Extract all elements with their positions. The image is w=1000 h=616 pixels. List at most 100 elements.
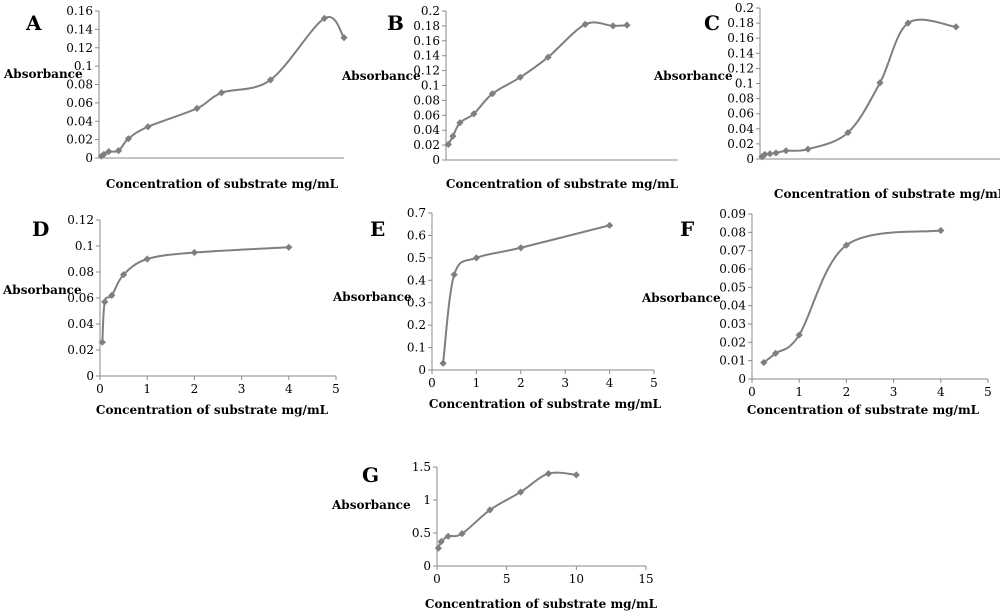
data-point-marker bbox=[544, 470, 553, 478]
chart-panel-a: A 0 0.02 0.04 0.06 0.08 0.1 0.12 0.14 0.16 Absorba… bbox=[3, 4, 348, 191]
panel-letter: D bbox=[32, 217, 49, 241]
data-point-marker bbox=[120, 271, 128, 279]
y-tick-label: 0.2 bbox=[407, 318, 426, 332]
data-point-marker bbox=[488, 90, 496, 98]
chart-panel-d: D 0 0.02 0.04 0.06 0.08 0.1 0.12 0 1 2 3 4 5 Absorbanc… bbox=[2, 213, 340, 417]
x-tick-label: 3 bbox=[561, 376, 569, 390]
y-tick-label: 0.04 bbox=[67, 317, 94, 331]
y-tick-label: 0.1 bbox=[74, 59, 93, 73]
y-tick-label: 0.14 bbox=[727, 46, 754, 60]
x-tick-label: 10 bbox=[569, 572, 584, 586]
data-point-marker bbox=[772, 149, 780, 157]
y-tick-label: 0.18 bbox=[727, 16, 754, 30]
y-tick-label: 0.14 bbox=[66, 22, 93, 36]
data-point-marker bbox=[952, 23, 960, 31]
y-tick-label: 0.04 bbox=[413, 123, 440, 137]
y-tick-label: 0.18 bbox=[413, 19, 440, 33]
y-tick-label: 0.16 bbox=[66, 4, 93, 18]
data-point-marker bbox=[456, 119, 464, 127]
data-point-marker bbox=[470, 110, 478, 118]
y-tick-label: 0.01 bbox=[719, 354, 746, 368]
y-axis-title: Absorbance bbox=[3, 67, 83, 81]
y-tick-label: 0.06 bbox=[66, 96, 93, 110]
data-point-marker bbox=[606, 221, 614, 229]
data-point-marker bbox=[285, 243, 293, 251]
y-tick-label: 0.02 bbox=[727, 137, 754, 151]
y-tick-label: 0.6 bbox=[407, 228, 426, 242]
data-point-marker bbox=[623, 21, 631, 29]
panel-letter: F bbox=[680, 217, 694, 241]
y-tick-label: 0.12 bbox=[727, 61, 754, 75]
y-axis-title: Absorbance bbox=[2, 283, 82, 297]
data-point-marker bbox=[581, 20, 589, 29]
y-tick-label: 0.06 bbox=[719, 262, 746, 276]
y-tick-label: 0.08 bbox=[66, 78, 93, 92]
series-line bbox=[763, 229, 941, 364]
y-tick-label: 1.5 bbox=[412, 460, 431, 474]
y-tick-label: 0.06 bbox=[727, 107, 754, 121]
x-tick-label: 4 bbox=[937, 385, 945, 399]
chart-panel-c: C 00.020.040.060.080.1 0.120.140.160.180.2… bbox=[653, 1, 1000, 201]
y-tick-label: 0.2 bbox=[421, 4, 440, 18]
y-tick-label: 0.2 bbox=[735, 1, 754, 15]
y-axis-title: Absorbance bbox=[332, 290, 412, 304]
data-point-marker bbox=[772, 349, 780, 357]
series-line bbox=[761, 18, 957, 158]
x-axis-title: Concentration of substrate mg/mL bbox=[96, 403, 329, 417]
y-tick-label: 0 bbox=[432, 153, 440, 167]
y-tick-label: 0.06 bbox=[67, 291, 94, 305]
chart-panel-e: E 0 0.1 0.2 0.3 0.4 0.5 0.6 0.7 0 1 2 3 4 5 Absorbance C… bbox=[332, 206, 662, 411]
data-point-marker bbox=[100, 150, 108, 158]
x-tick-label: 0 bbox=[433, 572, 441, 586]
data-point-marker bbox=[782, 147, 790, 155]
data-point-marker bbox=[904, 19, 912, 27]
y-tick-label: 0.02 bbox=[719, 335, 746, 349]
data-point-marker bbox=[609, 22, 617, 30]
series-line bbox=[101, 246, 289, 343]
panel-letter: G bbox=[362, 463, 379, 487]
y-tick-label: 0.03 bbox=[719, 317, 746, 331]
y-tick-label: 0.12 bbox=[413, 64, 440, 78]
y-tick-label: 0.04 bbox=[719, 299, 746, 313]
data-point-marker bbox=[105, 147, 113, 156]
panel-letter: E bbox=[370, 217, 385, 241]
data-point-marker bbox=[458, 530, 466, 538]
data-point-marker bbox=[190, 248, 198, 257]
x-axis-title: Concentration of substrate mg/mL bbox=[747, 403, 980, 417]
data-point-marker bbox=[449, 132, 457, 140]
x-tick-label: 1 bbox=[795, 385, 803, 399]
y-tick-label: 0.7 bbox=[407, 206, 426, 220]
y-tick-label: 0.3 bbox=[407, 296, 426, 310]
data-point-marker bbox=[439, 359, 447, 367]
data-point-marker bbox=[144, 123, 152, 131]
y-tick-label: 0.02 bbox=[67, 343, 94, 357]
data-point-marker bbox=[804, 145, 812, 153]
y-tick-label: 0.1 bbox=[735, 77, 754, 91]
data-point-marker bbox=[193, 104, 201, 112]
data-point-marker bbox=[444, 532, 452, 540]
y-tick-label: 0.1 bbox=[407, 341, 426, 355]
x-tick-label: 1 bbox=[473, 376, 481, 390]
y-tick-label: 0.16 bbox=[727, 31, 754, 45]
y-tick-label: 0 bbox=[86, 369, 94, 383]
x-axis-title: Concentration of substrate mg/mL bbox=[429, 397, 662, 411]
x-axis-title: Concentration of substrate mg/mL bbox=[425, 597, 658, 611]
data-point-marker bbox=[760, 358, 768, 367]
x-tick-label: 5 bbox=[984, 385, 992, 399]
y-tick-label: 0.14 bbox=[413, 49, 440, 63]
data-point-marker bbox=[517, 488, 525, 496]
data-point-marker bbox=[450, 271, 458, 279]
data-point-marker bbox=[340, 34, 348, 42]
data-point-marker bbox=[217, 89, 226, 97]
y-tick-label: 0.08 bbox=[719, 225, 746, 239]
data-point-marker bbox=[434, 544, 442, 552]
y-tick-label: 0.04 bbox=[727, 122, 754, 136]
y-axis-title: Absorbance bbox=[653, 69, 733, 83]
data-point-marker bbox=[516, 73, 524, 81]
x-tick-label: 4 bbox=[285, 382, 293, 396]
data-point-marker bbox=[98, 338, 106, 346]
data-point-marker bbox=[266, 76, 275, 84]
data-point-marker bbox=[472, 254, 480, 262]
data-point-marker bbox=[143, 255, 151, 263]
